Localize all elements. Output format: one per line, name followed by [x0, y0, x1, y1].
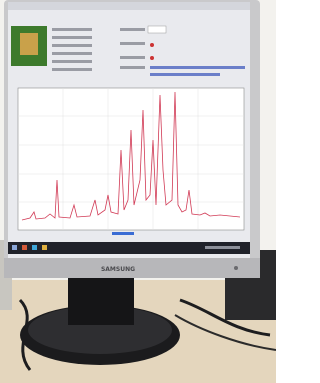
plot-button	[112, 232, 134, 235]
file-path	[150, 66, 245, 69]
photo: SAMSUNG	[0, 0, 276, 383]
plot-area	[18, 88, 244, 230]
status-dot	[150, 43, 154, 47]
status-dot	[150, 56, 154, 60]
app-toolbar	[8, 2, 250, 10]
power-button	[234, 266, 238, 270]
brand-logo: SAMSUNG	[101, 266, 135, 273]
file-path	[150, 73, 220, 76]
app-icon-chip	[20, 33, 38, 55]
input-box	[148, 26, 166, 33]
